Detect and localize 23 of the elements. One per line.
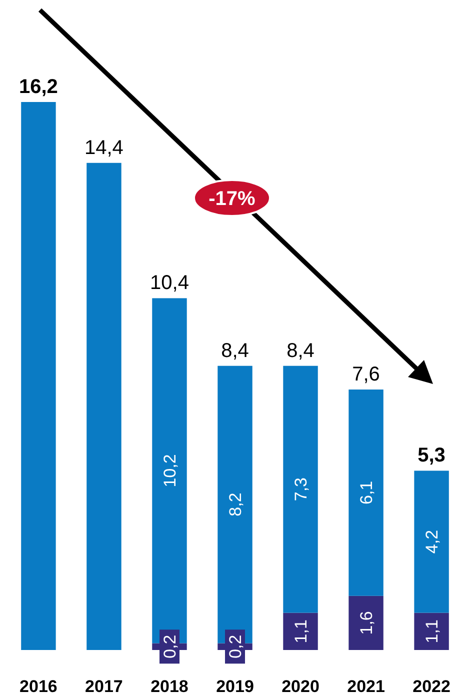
data-label: 1,6 <box>356 611 376 635</box>
x-tick-label: 2021 <box>347 677 385 695</box>
x-tick-label: 2019 <box>216 677 254 695</box>
x-tick-label: 2016 <box>20 677 58 695</box>
x-tick-label: 2022 <box>412 677 450 695</box>
total-label: 8,4 <box>286 340 314 362</box>
total-label: 7,6 <box>352 364 380 386</box>
data-label: 1,1 <box>422 620 442 644</box>
data-label: 4,2 <box>422 530 442 554</box>
total-label: 8,4 <box>221 340 249 362</box>
data-label: 10,2 <box>160 454 180 488</box>
total-label: 5,3 <box>418 444 446 467</box>
x-tick-label: 2017 <box>85 677 123 695</box>
data-label: 8,2 <box>226 492 245 516</box>
total-label: 10,4 <box>150 272 189 294</box>
x-tick-label: 2018 <box>150 677 188 695</box>
x-tick-label: 2020 <box>282 677 320 695</box>
data-label: 6,1 <box>356 480 376 505</box>
annotation: -17% <box>208 188 256 210</box>
total-label: 14,4 <box>84 136 124 159</box>
total-label: 16,2 <box>18 76 58 98</box>
data-label: 1,1 <box>291 620 310 644</box>
data-label: 7,3 <box>291 478 310 502</box>
